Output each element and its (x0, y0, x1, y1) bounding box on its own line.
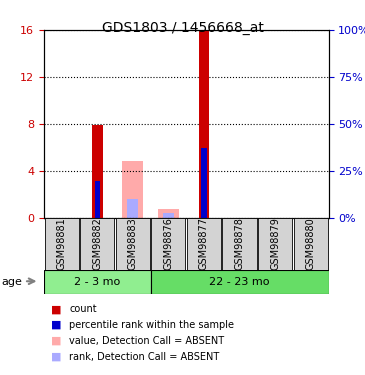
Bar (122, 161, 143, 218)
Text: GSM98880: GSM98880 (306, 217, 316, 270)
Text: GSM98883: GSM98883 (128, 217, 138, 270)
FancyBboxPatch shape (222, 217, 257, 270)
Bar (201, 148, 207, 217)
Bar (127, 199, 138, 217)
FancyBboxPatch shape (80, 217, 114, 270)
Text: 2 - 3 mo: 2 - 3 mo (74, 277, 120, 287)
FancyBboxPatch shape (44, 270, 150, 294)
Text: GSM98882: GSM98882 (92, 217, 102, 270)
Text: GSM98879: GSM98879 (270, 217, 280, 270)
FancyBboxPatch shape (293, 217, 328, 270)
FancyBboxPatch shape (45, 217, 79, 270)
Text: GSM98881: GSM98881 (57, 217, 66, 270)
FancyBboxPatch shape (116, 217, 150, 270)
Text: GSM98878: GSM98878 (235, 217, 245, 270)
Text: ■: ■ (51, 304, 62, 314)
Text: GSM98876: GSM98876 (164, 217, 173, 270)
Text: 22 - 23 mo: 22 - 23 mo (209, 277, 270, 287)
FancyBboxPatch shape (150, 270, 328, 294)
Bar (163, 213, 174, 217)
Bar (199, 31, 209, 217)
Bar (158, 209, 179, 218)
Text: GDS1803 / 1456668_at: GDS1803 / 1456668_at (101, 21, 264, 34)
Bar (95, 181, 100, 218)
Text: ■: ■ (51, 320, 62, 330)
Text: rank, Detection Call = ABSENT: rank, Detection Call = ABSENT (69, 352, 220, 362)
FancyBboxPatch shape (151, 217, 185, 270)
FancyBboxPatch shape (258, 217, 292, 270)
Text: age: age (2, 277, 23, 287)
Text: percentile rank within the sample: percentile rank within the sample (69, 320, 234, 330)
Text: ■: ■ (51, 336, 62, 346)
Bar (92, 125, 103, 217)
Text: ■: ■ (51, 352, 62, 362)
Text: GSM98877: GSM98877 (199, 217, 209, 270)
Text: value, Detection Call = ABSENT: value, Detection Call = ABSENT (69, 336, 224, 346)
FancyBboxPatch shape (187, 217, 221, 270)
Text: count: count (69, 304, 97, 314)
